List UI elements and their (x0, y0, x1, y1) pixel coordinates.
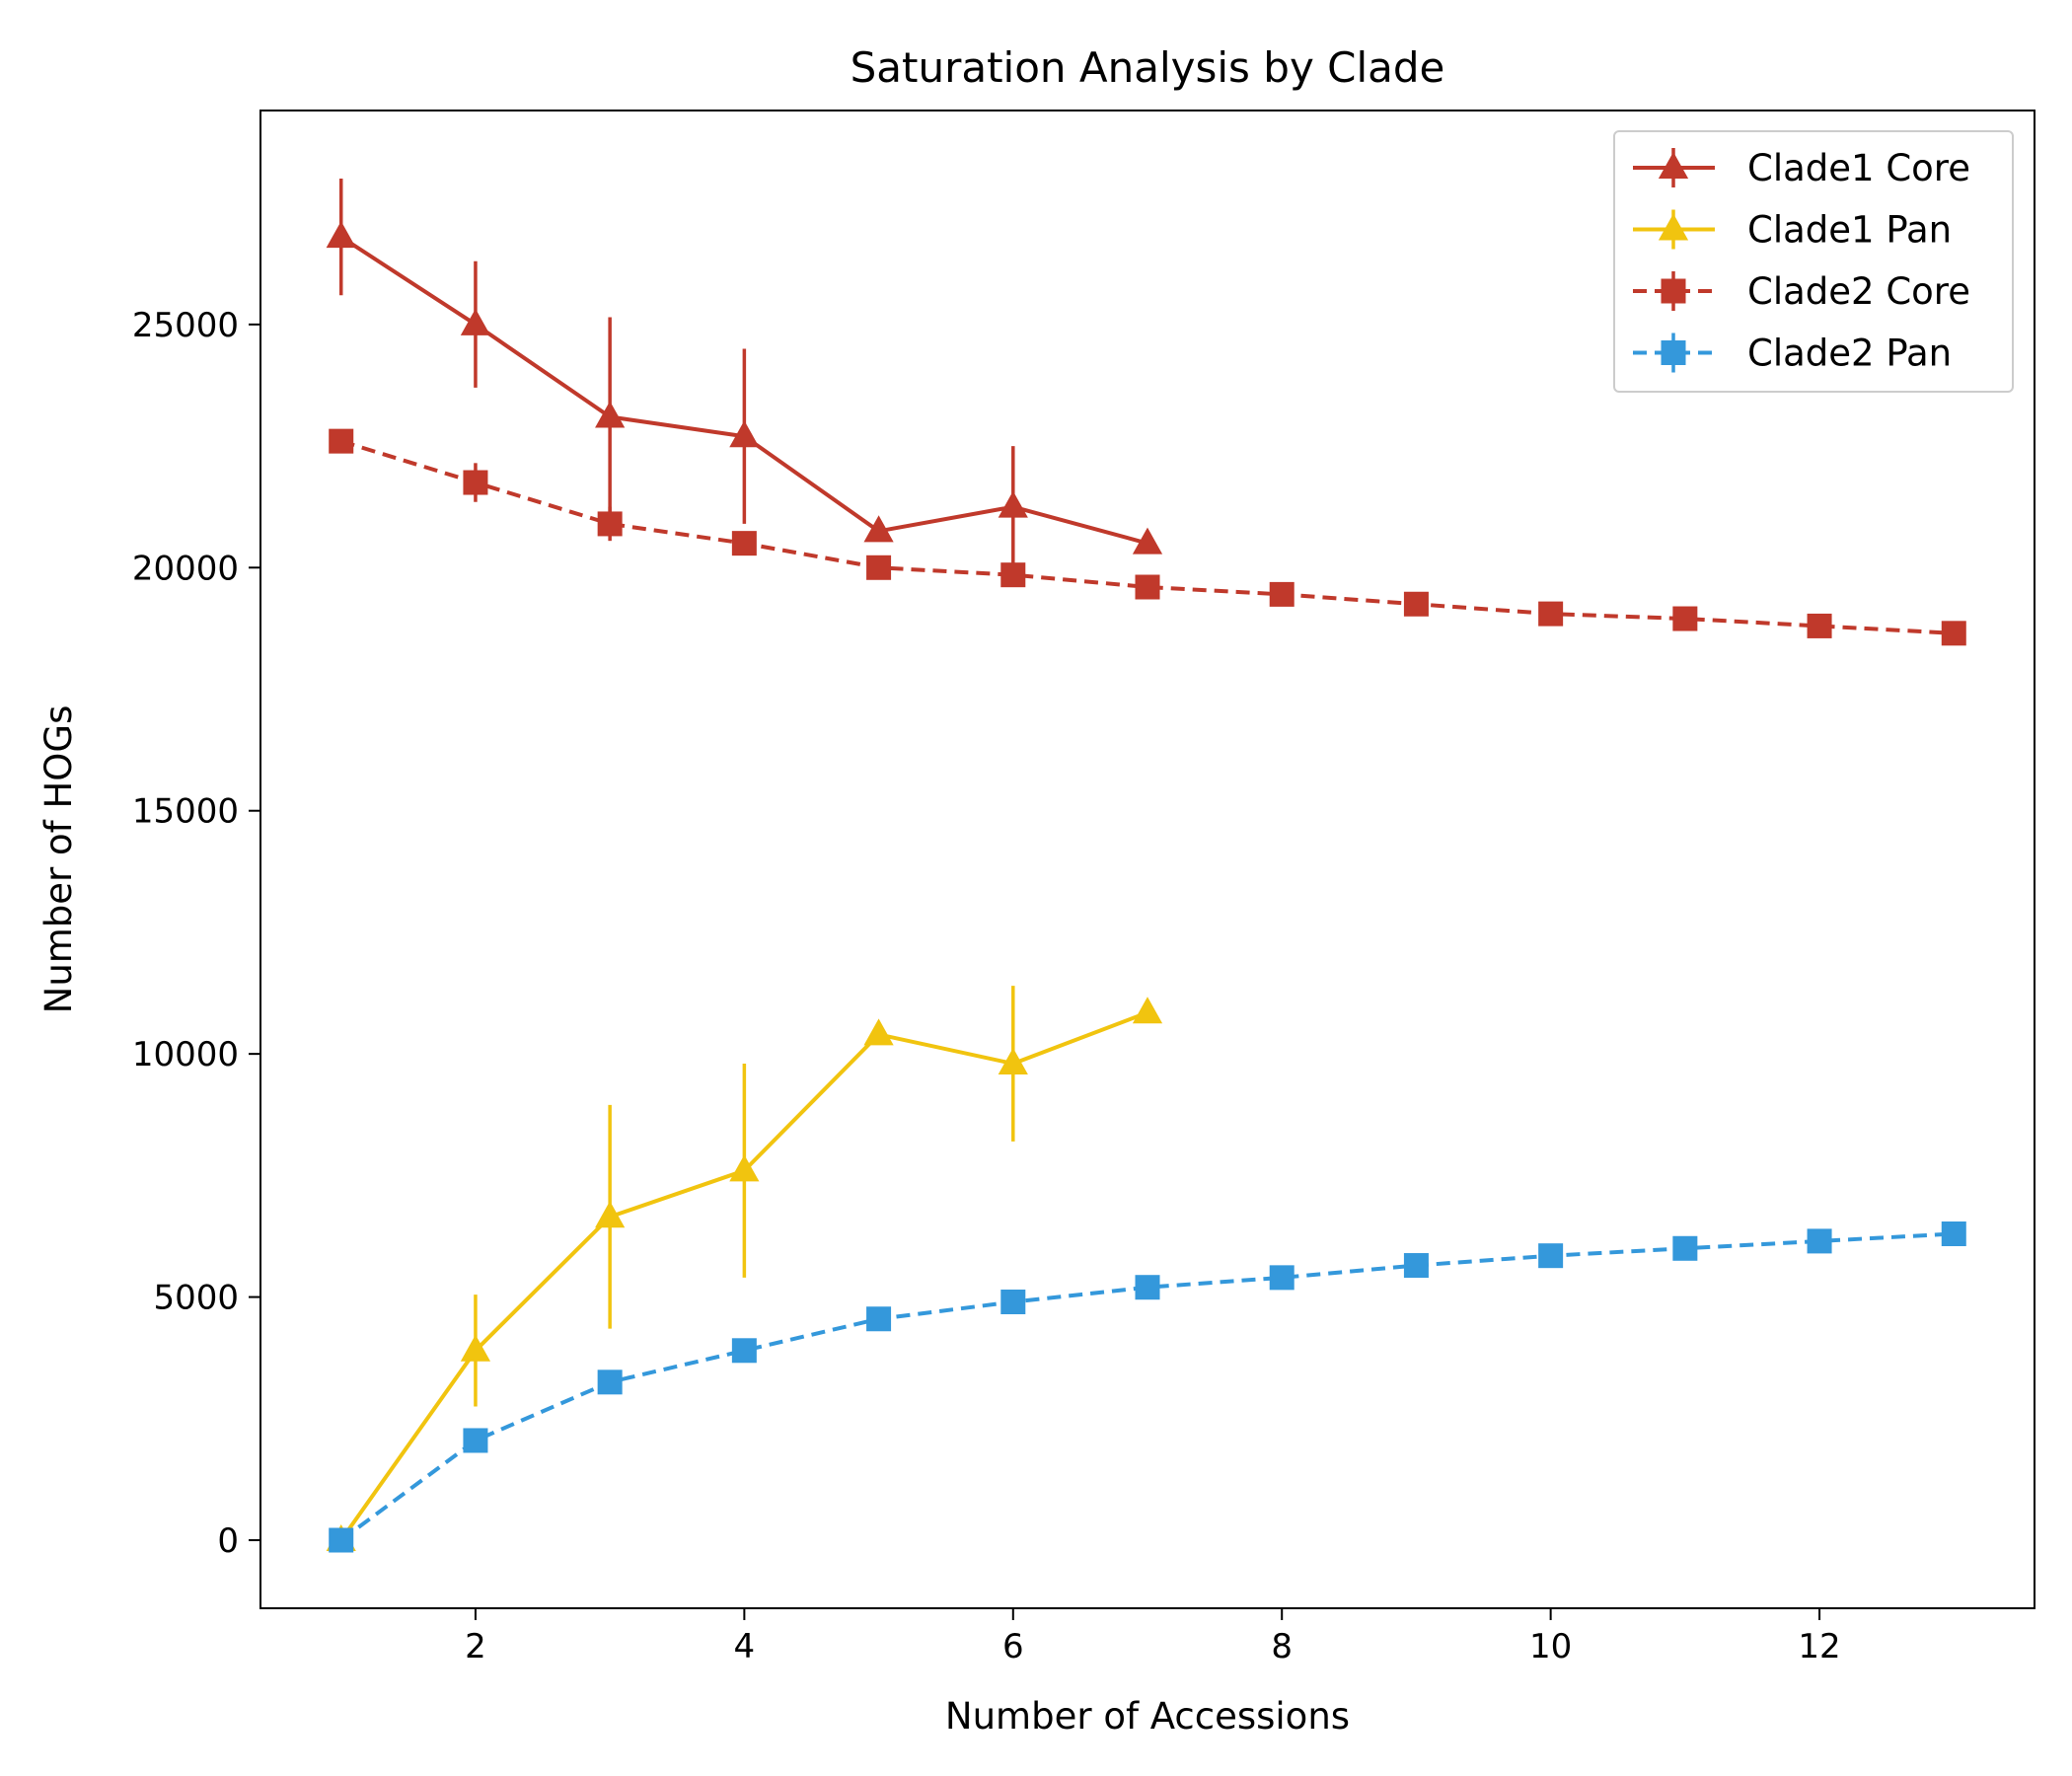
legend-marker (1661, 278, 1686, 304)
y-tick-label: 15000 (132, 792, 239, 832)
data-point (866, 555, 892, 580)
data-point (729, 1154, 760, 1182)
legend-marker (1658, 213, 1689, 241)
y-axis-ticks: 0 5000 10000 15000 20000 25000 (132, 306, 260, 1561)
chart-title: Saturation Analysis by Clade (851, 43, 1445, 92)
data-point (1538, 601, 1564, 627)
data-point (595, 401, 626, 428)
data-point (998, 1047, 1028, 1074)
y-tick-label: 20000 (132, 549, 239, 588)
x-tick-label: 10 (1529, 1627, 1572, 1666)
legend-label: Clade2 Pan (1747, 333, 1952, 375)
data-point (460, 1334, 491, 1362)
y-tick-label: 0 (217, 1521, 239, 1561)
legend-item-clade2-core: Clade2 Core (1633, 270, 1970, 313)
y-tick-label: 5000 (153, 1279, 239, 1318)
data-point (597, 1369, 623, 1395)
legend-item-clade1-core: Clade1 Core (1633, 147, 1970, 189)
data-point (1672, 1235, 1698, 1261)
y-axis-label: Number of HOGs (37, 705, 80, 1014)
data-point (1135, 1275, 1160, 1300)
x-axis-ticks: 2 4 6 8 10 12 (465, 1608, 1841, 1666)
data-point (326, 221, 356, 249)
data-point (329, 1527, 354, 1553)
data-point (463, 1428, 488, 1453)
x-axis-label: Number of Accessions (945, 1695, 1350, 1738)
data-point (863, 515, 894, 543)
data-point (329, 428, 354, 454)
data-point (1941, 1221, 1966, 1246)
legend-marker (1658, 151, 1689, 179)
data-point (1269, 1265, 1295, 1291)
series-clade1-core (326, 179, 1163, 568)
data-point (1000, 1290, 1026, 1314)
y-tick-label: 10000 (132, 1035, 239, 1074)
legend-frame (1613, 130, 2014, 393)
legend-marker (1661, 340, 1686, 365)
x-tick-label: 2 (465, 1627, 486, 1666)
data-point (863, 1018, 894, 1046)
legend-label: Clade1 Pan (1747, 209, 1952, 252)
data-point (729, 420, 760, 448)
data-point (1403, 1253, 1429, 1279)
data-point (998, 490, 1028, 518)
series-clade2-core (329, 428, 1966, 646)
data-point (1269, 581, 1295, 607)
data-point (1132, 527, 1163, 555)
data-point (597, 511, 623, 537)
plot-area-frame (259, 110, 2035, 1609)
data-point (1807, 1228, 1832, 1254)
data-point (1135, 574, 1160, 600)
data-point (1672, 606, 1698, 631)
data-point (1403, 591, 1429, 617)
data-point (463, 470, 488, 495)
x-tick-label: 12 (1798, 1627, 1840, 1666)
data-point (731, 1338, 757, 1364)
legend: Clade1 Core Clade1 Pan Clade2 Core Clade2 P… (1613, 130, 2014, 393)
series-layer (326, 179, 1966, 1553)
data-point (595, 1201, 626, 1228)
legend-label: Clade2 Core (1747, 270, 1970, 313)
data-point (1538, 1243, 1564, 1269)
series-clade2-pan (329, 1221, 1966, 1553)
legend-label: Clade1 Core (1747, 147, 1970, 189)
data-point (1132, 997, 1163, 1024)
x-tick-label: 6 (1002, 1627, 1024, 1666)
data-point (731, 531, 757, 556)
data-point (866, 1306, 892, 1332)
x-tick-label: 4 (734, 1627, 756, 1666)
data-point (460, 308, 491, 335)
y-tick-label: 25000 (132, 306, 239, 345)
data-point (1941, 621, 1966, 646)
legend-item-clade2-pan: Clade2 Pan (1633, 333, 1952, 375)
x-tick-label: 8 (1271, 1627, 1293, 1666)
data-point (1807, 613, 1832, 638)
legend-item-clade1-pan: Clade1 Pan (1633, 209, 1952, 252)
data-point (1000, 562, 1026, 588)
